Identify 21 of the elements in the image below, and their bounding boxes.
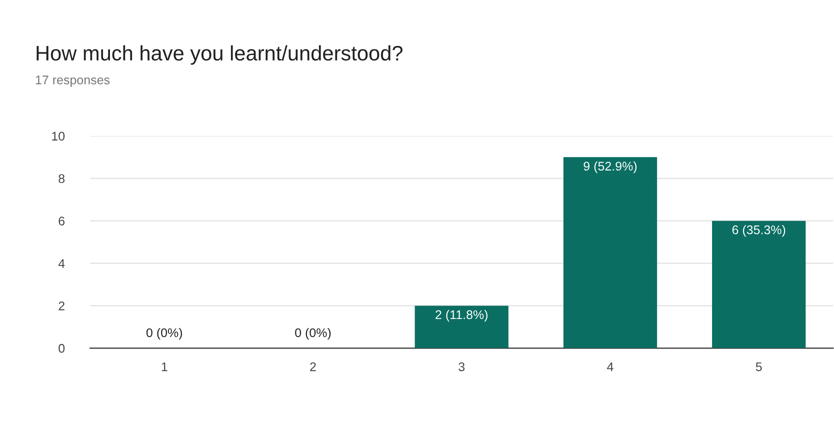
data-label: 9 (52.9%) (584, 161, 637, 174)
bar (712, 220, 806, 348)
data-label: 2 (11.8%) (436, 310, 488, 322)
y-tick-label: 0 (58, 344, 65, 353)
x-tick-label: 1 (162, 362, 168, 372)
x-tick-label: 2 (310, 362, 316, 372)
bar (563, 157, 658, 348)
x-tick-label: 5 (756, 362, 762, 372)
bar (414, 306, 508, 348)
chart-subtitle: 17 responses (36, 76, 110, 87)
data-label: 0 (0%) (146, 328, 182, 340)
chart-title: How much have you learnt/understood? (36, 45, 403, 65)
data-label: 6 (35.3%) (732, 225, 786, 237)
y-tick-label: 4 (58, 259, 65, 268)
y-tick-label: 6 (58, 216, 65, 226)
y-tick-label: 10 (52, 132, 65, 141)
x-tick-label: 3 (458, 362, 465, 372)
data-label: 0 (0%) (295, 328, 331, 340)
y-tick-label: 2 (58, 302, 64, 310)
y-tick-label: 8 (58, 174, 65, 184)
x-tick-label: 4 (607, 362, 614, 372)
